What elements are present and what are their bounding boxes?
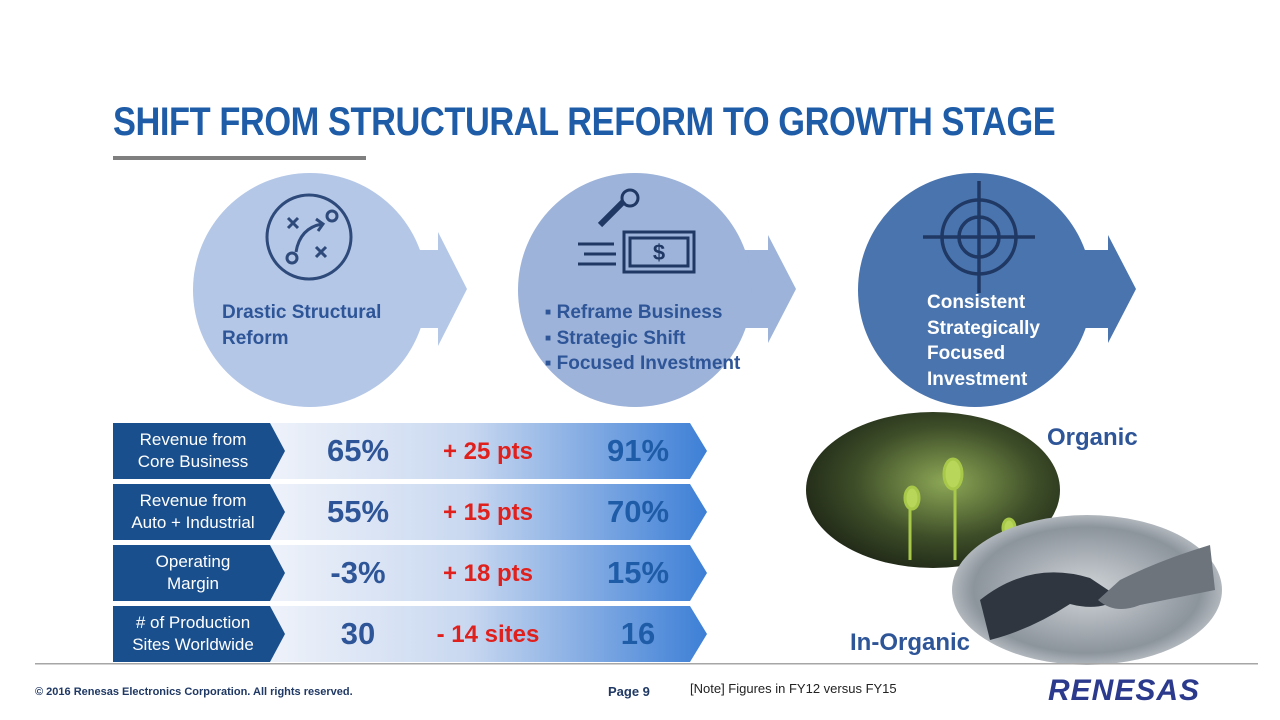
slide-title: SHIFT FROM STRUCTURAL REFORM TO GROWTH S… bbox=[113, 100, 1056, 144]
stage-list: ■ Reframe Business ■ Strategic Shift ■ F… bbox=[545, 300, 740, 377]
stage-circle bbox=[193, 173, 427, 407]
metric-label-line: Margin bbox=[167, 574, 219, 593]
sprouts bbox=[903, 457, 1017, 560]
metric-label-box bbox=[113, 545, 285, 601]
metric-change: + 18 pts bbox=[442, 560, 534, 587]
metric-label-line: Sites Worldwide bbox=[132, 635, 254, 654]
metric-before: 30 bbox=[340, 616, 376, 651]
metric-label-line: # of Production bbox=[135, 613, 251, 632]
stage-line: Consistent bbox=[927, 292, 1026, 313]
metric-after: 16 bbox=[620, 616, 656, 651]
metric-label: Revenue from Auto + Industrial bbox=[113, 490, 273, 534]
metric-rows bbox=[113, 423, 707, 662]
metric-band bbox=[270, 545, 707, 601]
metric-label-box bbox=[113, 606, 285, 662]
metric-label-line: Operating bbox=[155, 552, 231, 571]
metric-label: Operating Margin bbox=[113, 551, 273, 595]
footer-line bbox=[35, 663, 1258, 665]
metric-after: 91% bbox=[606, 433, 670, 468]
copyright: © 2016 Renesas Electronics Corporation. … bbox=[35, 686, 353, 698]
stage-line: Strategically bbox=[927, 317, 1040, 339]
metric-label: # of Production Sites Worldwide bbox=[113, 612, 273, 656]
metric-change: + 15 pts bbox=[442, 499, 534, 526]
metric-after: 70% bbox=[606, 494, 670, 529]
investment-icon bbox=[578, 188, 696, 274]
target-icon bbox=[923, 181, 1035, 293]
metric-label-line: Revenue from bbox=[139, 491, 247, 510]
image-label: Organic bbox=[1047, 424, 1138, 451]
metric-before: -3% bbox=[330, 555, 386, 590]
metric-label-line: Revenue from bbox=[139, 430, 247, 449]
stage-line: Investment bbox=[927, 368, 1028, 390]
image-label: In-Organic bbox=[850, 629, 971, 656]
playbook-icon bbox=[265, 193, 353, 281]
stage-label: Drastic Structural Reform bbox=[222, 300, 381, 351]
dollar-icon: $ bbox=[653, 240, 665, 265]
metric-band bbox=[270, 423, 707, 479]
metric-label-line: Core Business bbox=[137, 452, 249, 471]
organic-photo bbox=[806, 412, 1060, 568]
stage-circle bbox=[858, 173, 1092, 407]
stage-line: Drastic Structural bbox=[222, 302, 382, 323]
page-number: Page 9 bbox=[608, 684, 650, 699]
metric-before: 65% bbox=[326, 433, 390, 468]
metric-label-line: Auto + Industrial bbox=[131, 513, 255, 532]
handshake bbox=[980, 572, 1120, 640]
metric-band bbox=[270, 606, 707, 662]
stage-line: Reform bbox=[222, 327, 289, 349]
metric-before: 55% bbox=[326, 494, 390, 529]
metric-label-box bbox=[113, 484, 285, 540]
metric-change: + 25 pts bbox=[442, 438, 534, 465]
stage-item: ■ Reframe Business bbox=[545, 302, 723, 323]
stage-line: Focused bbox=[927, 343, 1006, 364]
logo: RENESAS bbox=[1048, 674, 1201, 707]
metric-band bbox=[270, 484, 707, 540]
metric-label-box bbox=[113, 423, 285, 479]
handshake bbox=[1098, 545, 1215, 609]
metric-label: Revenue from Core Business bbox=[113, 429, 273, 473]
stage-item: ■ Strategic Shift bbox=[545, 327, 686, 349]
note: [Note] Figures in FY12 versus FY15 bbox=[690, 681, 897, 696]
metric-change: - 14 sites bbox=[436, 621, 540, 648]
metric-after: 15% bbox=[606, 555, 670, 590]
title-underline bbox=[113, 156, 366, 160]
stage-label: Consistent Strategically Focused Investm… bbox=[927, 290, 1040, 392]
stage-item: ■ Focused Investment bbox=[545, 353, 741, 374]
